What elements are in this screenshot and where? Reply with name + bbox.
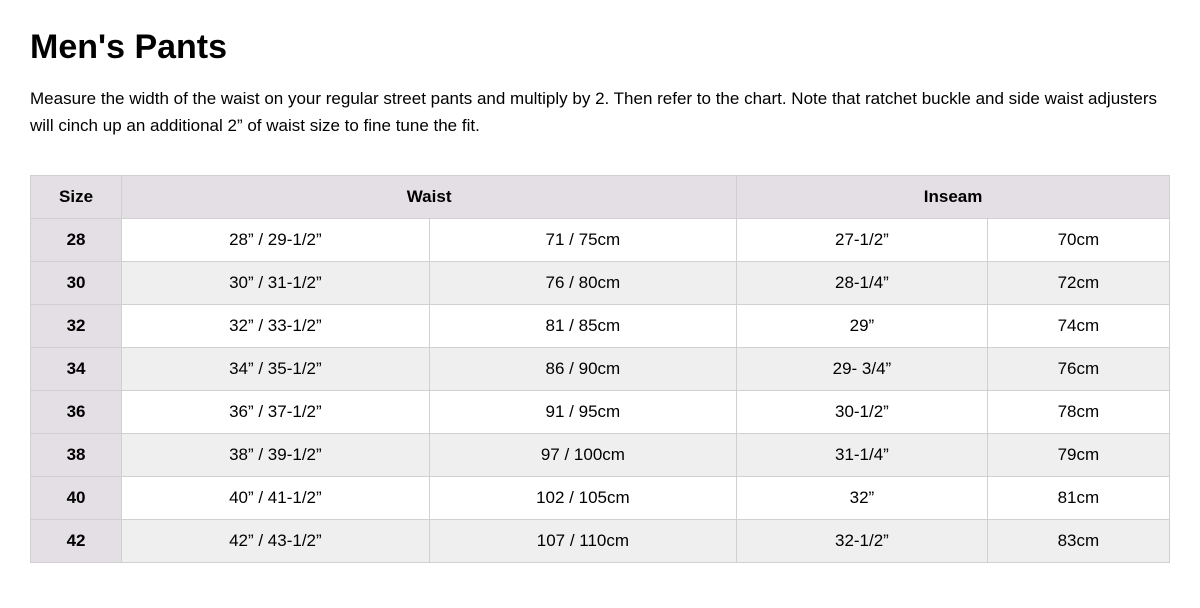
- cell-inseam-cm: 81cm: [987, 477, 1169, 520]
- table-row: 3434” / 35-1/2”86 / 90cm29- 3/4”76cm: [31, 348, 1170, 391]
- cell-waist-cm: 102 / 105cm: [429, 477, 737, 520]
- cell-inseam-inches: 31-1/4”: [737, 434, 988, 477]
- cell-inseam-inches: 29- 3/4”: [737, 348, 988, 391]
- cell-waist-inches: 38” / 39-1/2”: [122, 434, 430, 477]
- table-header-row: Size Waist Inseam: [31, 176, 1170, 219]
- page-title: Men's Pants: [30, 28, 1170, 67]
- cell-inseam-inches: 32-1/2”: [737, 520, 988, 563]
- cell-size: 30: [31, 262, 122, 305]
- cell-waist-cm: 91 / 95cm: [429, 391, 737, 434]
- cell-waist-cm: 81 / 85cm: [429, 305, 737, 348]
- cell-inseam-cm: 72cm: [987, 262, 1169, 305]
- cell-inseam-cm: 83cm: [987, 520, 1169, 563]
- size-guide-description: Measure the width of the waist on your r…: [30, 85, 1170, 139]
- cell-size: 42: [31, 520, 122, 563]
- cell-inseam-inches: 29”: [737, 305, 988, 348]
- cell-size: 40: [31, 477, 122, 520]
- cell-waist-inches: 36” / 37-1/2”: [122, 391, 430, 434]
- cell-inseam-cm: 76cm: [987, 348, 1169, 391]
- cell-size: 28: [31, 219, 122, 262]
- cell-inseam-inches: 27-1/2”: [737, 219, 988, 262]
- size-chart-table: Size Waist Inseam 2828” / 29-1/2”71 / 75…: [30, 175, 1170, 563]
- cell-waist-cm: 107 / 110cm: [429, 520, 737, 563]
- table-row: 2828” / 29-1/2”71 / 75cm27-1/2”70cm: [31, 219, 1170, 262]
- table-row: 3232” / 33-1/2”81 / 85cm29”74cm: [31, 305, 1170, 348]
- cell-size: 34: [31, 348, 122, 391]
- header-inseam: Inseam: [737, 176, 1170, 219]
- cell-waist-cm: 86 / 90cm: [429, 348, 737, 391]
- cell-waist-inches: 32” / 33-1/2”: [122, 305, 430, 348]
- cell-size: 38: [31, 434, 122, 477]
- table-row: 3030” / 31-1/2”76 / 80cm28-1/4”72cm: [31, 262, 1170, 305]
- table-row: 3838” / 39-1/2”97 / 100cm31-1/4”79cm: [31, 434, 1170, 477]
- cell-waist-inches: 28” / 29-1/2”: [122, 219, 430, 262]
- cell-waist-inches: 40” / 41-1/2”: [122, 477, 430, 520]
- cell-inseam-inches: 28-1/4”: [737, 262, 988, 305]
- cell-inseam-cm: 70cm: [987, 219, 1169, 262]
- table-row: 4242” / 43-1/2”107 / 110cm32-1/2”83cm: [31, 520, 1170, 563]
- cell-waist-inches: 34” / 35-1/2”: [122, 348, 430, 391]
- cell-waist-inches: 30” / 31-1/2”: [122, 262, 430, 305]
- cell-inseam-inches: 32”: [737, 477, 988, 520]
- cell-waist-cm: 71 / 75cm: [429, 219, 737, 262]
- header-waist: Waist: [122, 176, 737, 219]
- table-row: 3636” / 37-1/2”91 / 95cm30-1/2”78cm: [31, 391, 1170, 434]
- cell-inseam-cm: 79cm: [987, 434, 1169, 477]
- cell-inseam-inches: 30-1/2”: [737, 391, 988, 434]
- cell-size: 36: [31, 391, 122, 434]
- table-row: 4040” / 41-1/2”102 / 105cm32”81cm: [31, 477, 1170, 520]
- header-size: Size: [31, 176, 122, 219]
- cell-waist-cm: 76 / 80cm: [429, 262, 737, 305]
- cell-waist-cm: 97 / 100cm: [429, 434, 737, 477]
- cell-inseam-cm: 74cm: [987, 305, 1169, 348]
- cell-waist-inches: 42” / 43-1/2”: [122, 520, 430, 563]
- cell-size: 32: [31, 305, 122, 348]
- cell-inseam-cm: 78cm: [987, 391, 1169, 434]
